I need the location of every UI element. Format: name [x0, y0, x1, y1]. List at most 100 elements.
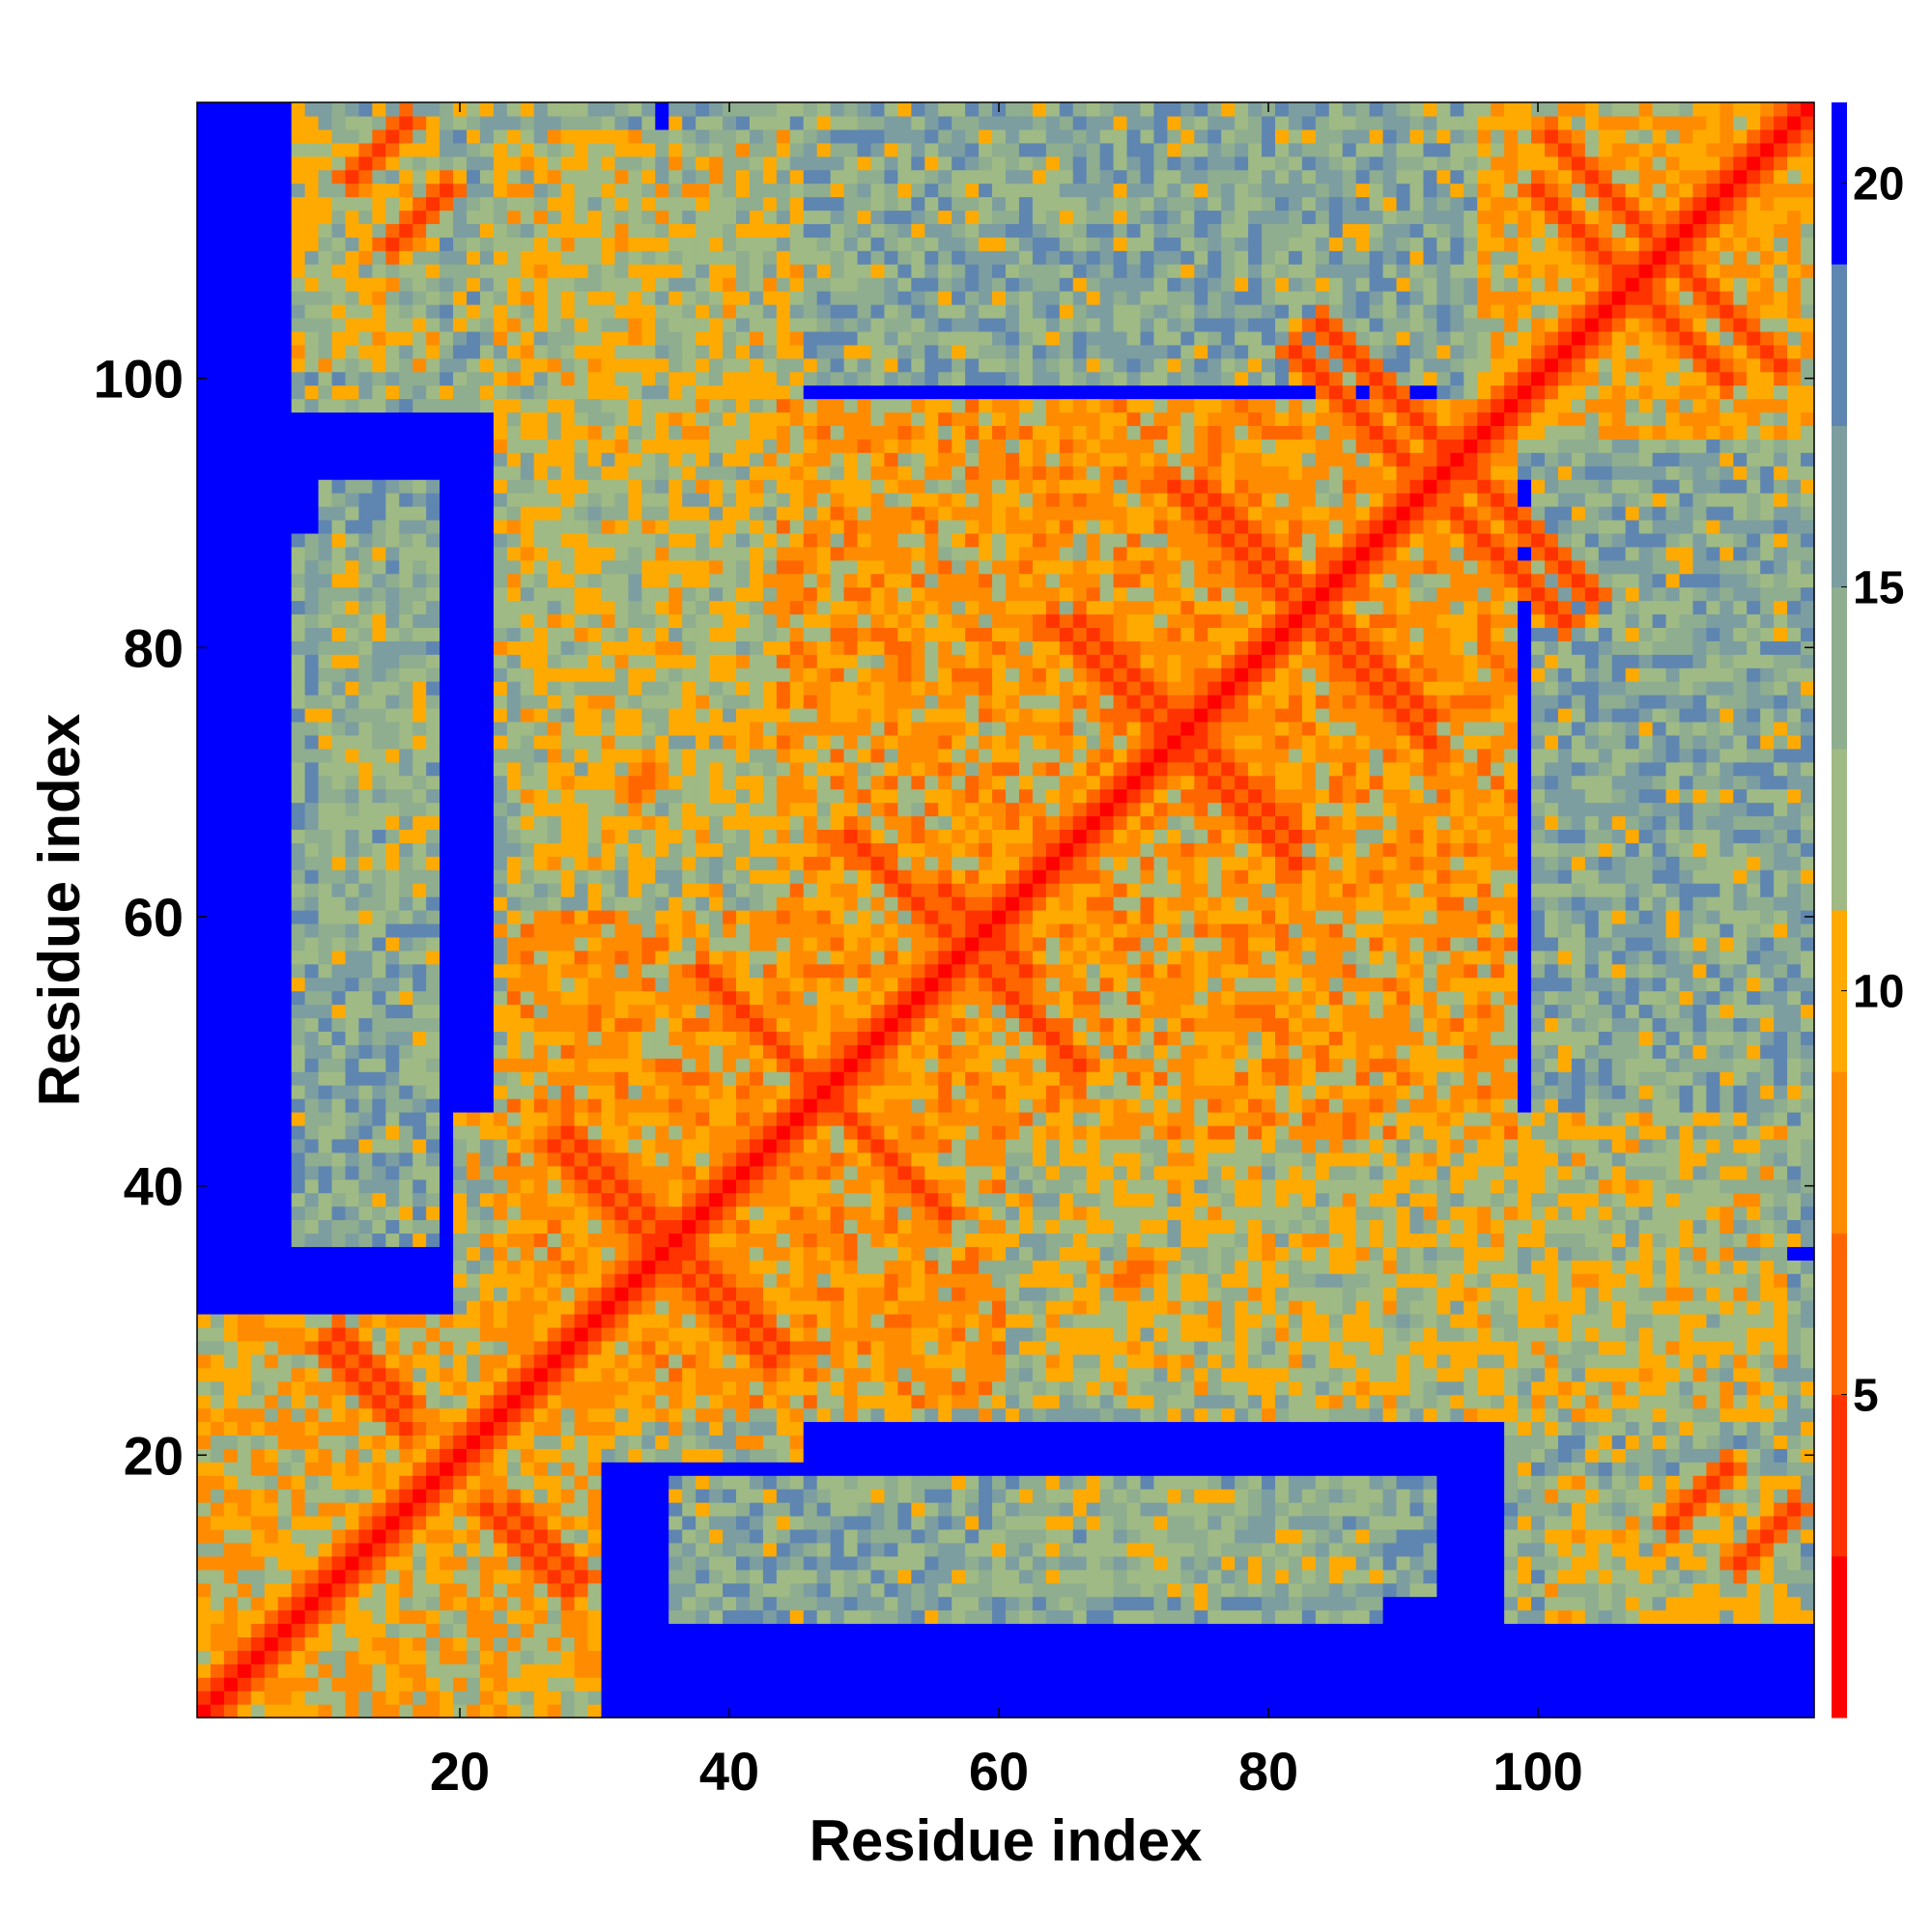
heatmap-cell [412, 425, 427, 440]
heatmap-cell [264, 519, 279, 534]
heatmap-cell [331, 1435, 347, 1449]
heatmap-cell [453, 1112, 468, 1126]
heatmap-cell [197, 1663, 212, 1678]
heatmap-cell [331, 1273, 347, 1288]
heatmap-cell [331, 1353, 347, 1369]
heatmap-cell [506, 1044, 522, 1059]
heatmap-cell [601, 156, 616, 171]
heatmap-cell [467, 1151, 481, 1167]
heatmap-cell [749, 896, 764, 911]
heatmap-cell [372, 1677, 386, 1691]
heatmap-cell [736, 802, 751, 817]
heatmap-cell [197, 842, 212, 857]
heatmap-cell [560, 734, 576, 750]
heatmap-cell [709, 1502, 724, 1517]
heatmap-cell [250, 493, 266, 507]
heatmap-cell [641, 963, 656, 979]
heatmap-cell [587, 1326, 603, 1342]
heatmap-cell [399, 923, 413, 938]
heatmap-cell [291, 1326, 306, 1342]
heatmap-cell [574, 1542, 589, 1557]
heatmap-cell [399, 264, 413, 278]
heatmap-cell [506, 856, 522, 870]
heatmap-cell [385, 829, 400, 843]
heatmap-cell [331, 640, 347, 655]
heatmap-cell [440, 613, 454, 628]
heatmap-cell [601, 910, 616, 924]
heatmap-cell [479, 640, 495, 655]
heatmap-cell [709, 856, 724, 870]
heatmap-cell [264, 1017, 279, 1032]
heatmap-cell [736, 1448, 751, 1463]
heatmap-cell [533, 950, 549, 965]
heatmap-cell [277, 357, 293, 373]
heatmap-cell [682, 479, 696, 494]
heatmap-cell [426, 398, 440, 413]
heatmap-cell [318, 990, 333, 1006]
heatmap-cell [264, 1058, 279, 1072]
heatmap-cell [587, 869, 603, 884]
heatmap-cell [601, 1569, 616, 1584]
heatmap-cell [358, 1569, 373, 1584]
heatmap-cell [304, 1273, 320, 1288]
heatmap-cell [304, 1340, 320, 1355]
heatmap-cell [412, 1475, 427, 1490]
heatmap-cell [264, 923, 279, 938]
heatmap-cell [696, 425, 710, 440]
heatmap-cell [467, 519, 481, 534]
heatmap-cell [668, 183, 683, 198]
heatmap-cell [493, 936, 508, 952]
heatmap-cell [426, 910, 440, 924]
heatmap-cell [210, 1031, 225, 1045]
heatmap-cell [358, 788, 373, 804]
heatmap-cell [560, 1340, 576, 1355]
heatmap-cell [479, 668, 495, 682]
heatmap-cell [696, 304, 710, 319]
heatmap-cell [223, 384, 239, 400]
heatmap-cell [210, 183, 225, 198]
heatmap-cell [614, 1085, 629, 1099]
heatmap-cell [493, 640, 508, 655]
heatmap-cell [385, 1192, 400, 1208]
heatmap-cell [426, 1098, 440, 1113]
heatmap-cell [399, 1085, 413, 1099]
heatmap-cell [358, 1273, 373, 1288]
heatmap-cell [736, 142, 751, 157]
heatmap-cell [574, 1246, 589, 1261]
heatmap-cell [277, 654, 293, 668]
heatmap-cell [668, 519, 683, 534]
heatmap-cell [479, 115, 495, 130]
heatmap-cell [749, 1233, 764, 1247]
heatmap-cell [533, 425, 549, 440]
heatmap-cell [412, 1555, 427, 1571]
heatmap-cell [318, 493, 333, 507]
heatmap-cell [601, 1353, 616, 1369]
heatmap-cell [250, 721, 266, 736]
heatmap-cell [493, 250, 508, 265]
heatmap-cell [237, 1448, 252, 1463]
heatmap-cell [237, 1165, 252, 1180]
heatmap-cell [614, 1058, 629, 1072]
heatmap-cell [440, 896, 454, 911]
heatmap-cell [533, 1165, 549, 1180]
heatmap-cell [237, 936, 252, 952]
heatmap-cell [723, 1031, 737, 1045]
heatmap-cell [345, 977, 359, 992]
heatmap-cell [628, 532, 642, 548]
heatmap-cell [628, 156, 642, 171]
heatmap-cell [506, 761, 522, 777]
heatmap-cell [223, 559, 239, 575]
heatmap-cell [587, 990, 603, 1006]
heatmap-cell [412, 910, 427, 924]
heatmap-cell [560, 196, 576, 212]
heatmap-cell [399, 613, 413, 628]
heatmap-cell [723, 1475, 737, 1490]
heatmap-cell [520, 1421, 535, 1435]
heatmap-cell [372, 357, 386, 373]
heatmap-cell [628, 183, 642, 198]
heatmap-cell [453, 412, 468, 426]
heatmap-cell [358, 923, 373, 938]
heatmap-cell [426, 1448, 440, 1463]
heatmap-cell [628, 237, 642, 251]
heatmap-cell [412, 1138, 427, 1153]
